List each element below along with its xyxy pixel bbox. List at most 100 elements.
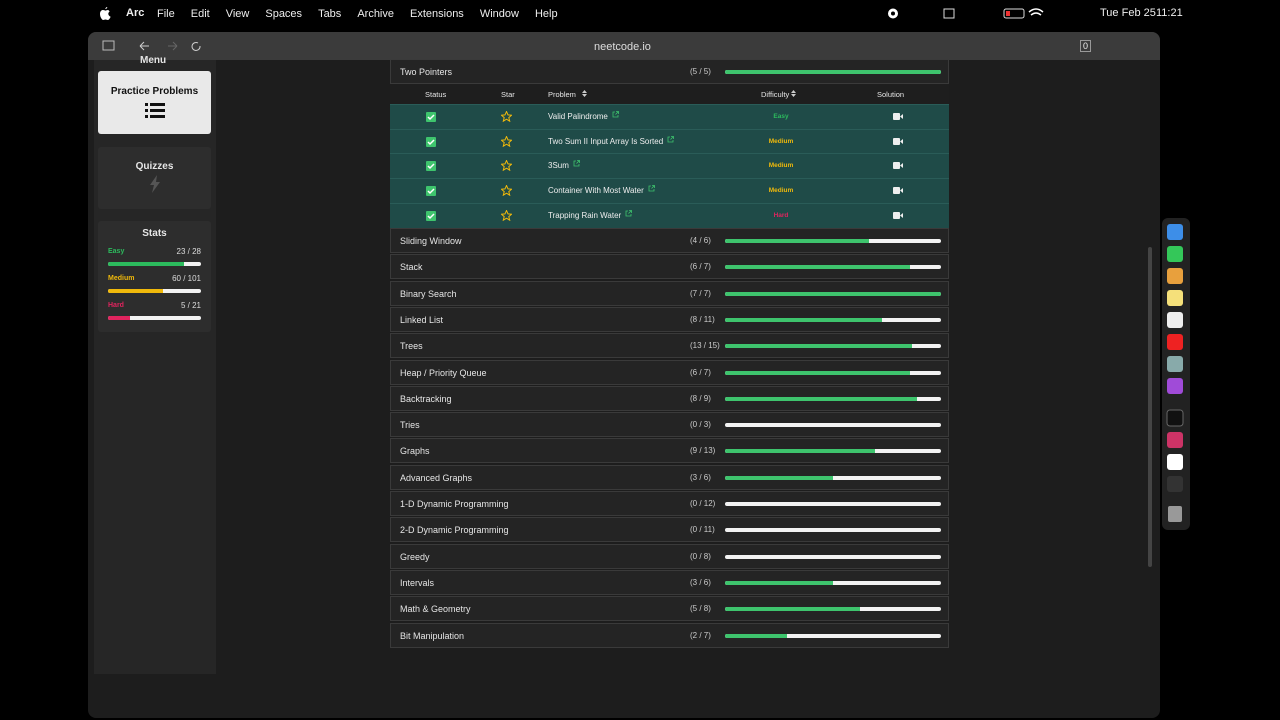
solution-video[interactable] — [893, 113, 903, 122]
badge[interactable]: 0 — [1080, 40, 1091, 52]
solution-video[interactable] — [893, 137, 903, 147]
topic-progress: (7 / 7) — [690, 288, 711, 298]
stat-progress: 5 / 21 — [180, 301, 201, 310]
menu-item[interactable]: Tabs — [318, 7, 342, 20]
topic-progress: (8 / 9) — [690, 393, 711, 403]
topic-row[interactable]: 1-D Dynamic Programming (0 / 12) — [390, 491, 949, 516]
topic-row[interactable]: Backtracking (8 / 9) — [390, 385, 949, 411]
problem-name[interactable]: Trapping Rain Water — [548, 210, 622, 220]
progress-bar — [725, 396, 941, 401]
topic-row[interactable]: Trees (13 / 15) — [390, 333, 949, 359]
star-icon[interactable] — [500, 209, 513, 223]
topic-name: Heap / Priority Queue — [400, 367, 487, 378]
column-header[interactable]: Solution — [877, 90, 905, 99]
status-checkbox[interactable] — [426, 136, 436, 149]
topic-row[interactable]: Graphs (9 / 13) — [390, 438, 949, 464]
problem-list: Two Pointers (5 / 5) Status Star Problem Diff… — [88, 32, 1160, 718]
topic-row[interactable]: Tries (0 / 3) — [390, 412, 949, 438]
topic-row[interactable]: Binary Search (7 / 7) — [390, 280, 949, 306]
menu-item[interactable]: View — [225, 7, 250, 20]
topic-progress: (0 / 11) — [690, 525, 715, 535]
star-icon[interactable] — [500, 159, 513, 173]
external-link — [612, 111, 619, 120]
problem-row: Valid Palindrome Easy — [390, 104, 949, 129]
topic-row[interactable]: Linked List (8 / 11) — [390, 306, 949, 332]
scrollbar — [1148, 247, 1152, 567]
status-checkbox[interactable] — [426, 161, 436, 173]
nav-buttons[interactable] — [102, 40, 202, 54]
menus: File Edit View Spaces Tabs Archive Extensions W… — [157, 0, 558, 27]
table-header: Status Star Problem Difficulty Solution — [390, 84, 949, 104]
solution-video[interactable] — [893, 187, 903, 196]
topic-progress: (3 / 6) — [690, 472, 711, 482]
status-checkbox[interactable] — [426, 210, 436, 223]
progress-bar — [725, 423, 941, 428]
topic-progress: (3 / 6) — [690, 577, 711, 587]
stats-card: Stats Easy 23 / 28 Medium 60 / 101 Hard 5 / 21 — [98, 221, 211, 332]
problem-row: 3Sum Medium — [390, 153, 949, 179]
app-name[interactable]: Arc — [126, 7, 145, 19]
practice-label: Practice Problems — [110, 86, 199, 97]
list-icon — [144, 103, 165, 118]
problem-row: Container With Most Water Medium — [390, 178, 949, 204]
progress-bar — [725, 607, 941, 612]
progress-fill — [725, 370, 911, 375]
topic-row[interactable]: 2-D Dynamic Programming (0 / 11) — [390, 517, 949, 543]
topic-progress: (2 / 7) — [690, 630, 711, 640]
menu-item[interactable]: Window — [479, 7, 519, 20]
menu-item[interactable]: Archive — [357, 7, 394, 20]
status-checkbox[interactable] — [426, 186, 436, 198]
problem-name[interactable]: Valid Palindrome — [548, 112, 608, 121]
topic-row[interactable]: Bit Manipulation (2 / 7) — [390, 622, 949, 648]
star-icon[interactable] — [500, 184, 513, 198]
url[interactable]: neetcode.io — [594, 41, 651, 53]
menu-item[interactable]: Spaces — [265, 7, 303, 20]
topic-name: Backtracking — [400, 393, 452, 404]
topic-progress: (13 / 15) — [690, 341, 720, 351]
topic-name: Linked List — [400, 314, 444, 325]
progress-fill — [725, 239, 869, 243]
menu-item[interactable]: Extensions — [410, 7, 464, 20]
topic-row[interactable]: Intervals (3 / 6) — [390, 569, 949, 595]
column-header[interactable]: Difficulty — [761, 90, 790, 99]
problem-name[interactable]: 3Sum — [548, 161, 569, 171]
column-header[interactable]: Status — [425, 90, 447, 99]
topic-row[interactable]: Sliding Window (4 / 6) — [390, 228, 949, 253]
time: 11:21 — [1156, 7, 1183, 19]
menu-item[interactable]: Help — [534, 7, 558, 20]
topic-row[interactable]: Advanced Graphs (3 / 6) — [390, 464, 949, 490]
status-checkbox[interactable] — [426, 112, 436, 124]
topic-row[interactable]: Heap / Priority Queue (6 / 7) — [390, 359, 949, 385]
apple-logo[interactable] — [100, 7, 111, 20]
bolt-icon — [149, 175, 160, 193]
topic-row[interactable]: Two Pointers (5 / 5) — [390, 59, 949, 84]
topic-progress: (4 / 6) — [690, 236, 711, 245]
topic-name: Tries — [400, 420, 420, 431]
topic-name: Math & Geometry — [400, 604, 471, 615]
star-icon[interactable] — [500, 134, 513, 149]
practice-card[interactable]: Practice Problems — [98, 71, 211, 134]
column-header[interactable]: Problem — [548, 90, 576, 99]
star-icon[interactable] — [500, 110, 513, 124]
solution-video[interactable] — [893, 211, 903, 221]
topic-progress: (8 / 11) — [690, 314, 715, 324]
column-header[interactable]: Star — [501, 90, 515, 99]
topic-row[interactable]: Math & Geometry (5 / 8) — [390, 596, 949, 622]
topic-progress: (6 / 7) — [690, 367, 711, 377]
stat-level: Easy — [108, 248, 125, 255]
topic-progress: (0 / 3) — [690, 420, 711, 430]
topic-row[interactable]: Stack (6 / 7) — [390, 254, 949, 280]
problem-name[interactable]: Container With Most Water — [548, 186, 644, 196]
solution-video[interactable] — [893, 162, 903, 171]
progress-bar — [725, 502, 941, 506]
menu-item[interactable]: File — [157, 7, 175, 20]
menu-item[interactable]: Edit — [190, 7, 210, 20]
progress-bar — [725, 633, 941, 638]
topic-row[interactable]: Greedy (0 / 8) — [390, 543, 949, 569]
status-icons — [888, 8, 1044, 19]
topic-name: Binary Search — [400, 288, 457, 299]
quizzes-card[interactable]: Quizzes — [98, 147, 211, 209]
topic-name: Greedy — [400, 551, 430, 562]
problem-name[interactable]: Two Sum II Input Array Is Sorted — [548, 136, 664, 146]
progress-bar — [725, 528, 941, 533]
